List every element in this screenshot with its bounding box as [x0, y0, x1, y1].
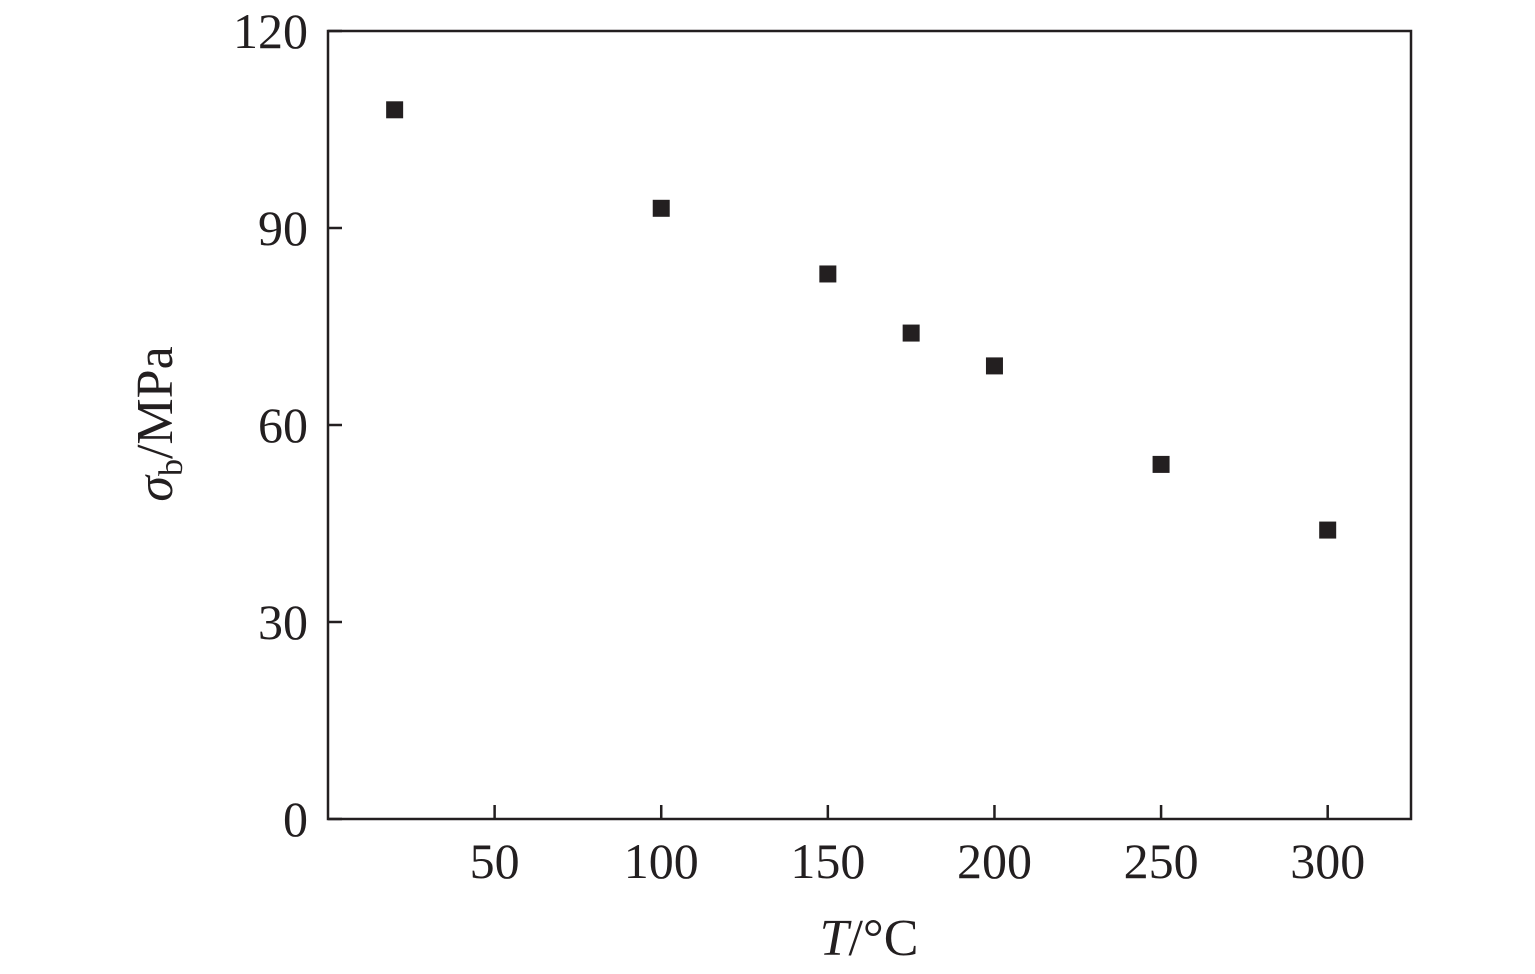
data-point [985, 357, 1003, 375]
x-tick-label: 250 [1124, 833, 1199, 889]
x-tick-label: 300 [1290, 833, 1365, 889]
data-point [1152, 455, 1170, 473]
y-tick-label: 60 [258, 397, 308, 453]
y-axis-subscript: b [153, 459, 190, 476]
y-tick-label: 30 [258, 594, 308, 650]
y-tick-label: 120 [233, 3, 308, 59]
data-points [386, 101, 1337, 539]
x-axis-label: T/°C [820, 910, 919, 967]
data-point [1319, 521, 1337, 539]
data-point [652, 199, 670, 217]
y-tick-label: 90 [258, 200, 308, 256]
data-point [819, 265, 837, 283]
y-axis-unit: /MPa [127, 346, 184, 459]
x-tick-label: 150 [790, 833, 865, 889]
x-axis-ticks: 50 100 150 200 250 300 [470, 805, 1365, 889]
x-tick-label: 100 [624, 833, 699, 889]
data-point [386, 101, 404, 119]
x-tick-label: 50 [470, 833, 520, 889]
y-axis-label: σb/MPa [127, 346, 190, 501]
y-tick-label: 0 [283, 791, 308, 847]
x-tick-label: 200 [957, 833, 1032, 889]
plot-frame [326, 29, 1413, 821]
y-axis-symbol: σ [127, 474, 184, 502]
x-axis-unit: /°C [848, 910, 918, 967]
x-axis-symbol: T [820, 910, 852, 967]
data-point [902, 324, 920, 342]
y-axis-ticks: 0 30 60 90 120 [233, 3, 342, 847]
